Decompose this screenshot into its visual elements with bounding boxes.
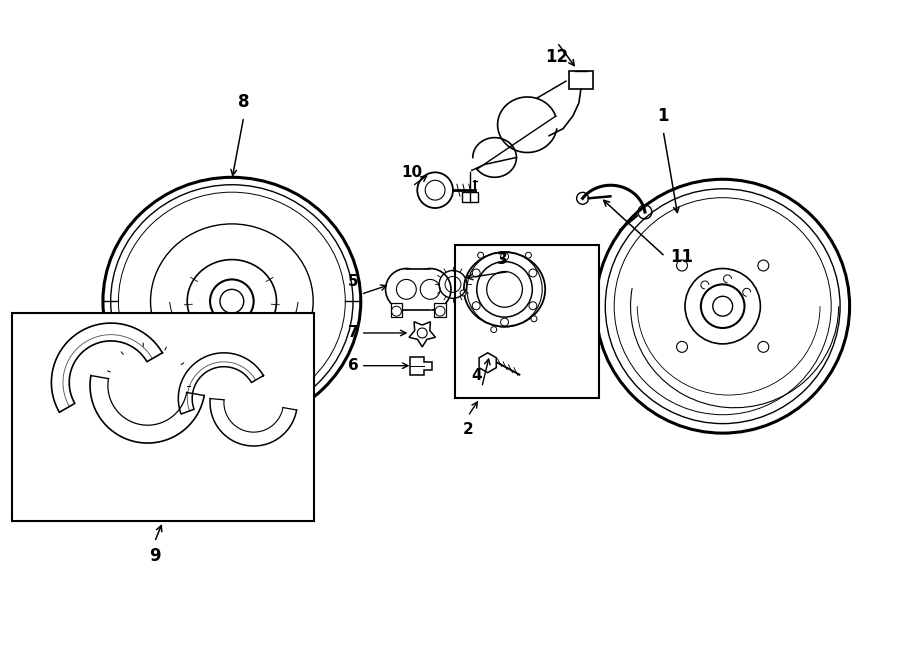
- Text: 6: 6: [348, 358, 359, 373]
- Circle shape: [460, 290, 466, 296]
- Bar: [462, 192, 478, 202]
- Bar: [391, 303, 402, 317]
- Circle shape: [491, 327, 497, 332]
- Text: 12: 12: [545, 48, 569, 66]
- Text: 4: 4: [471, 368, 482, 383]
- Bar: [455, 245, 598, 399]
- Text: 2: 2: [463, 422, 473, 437]
- Circle shape: [526, 253, 531, 258]
- Bar: [569, 71, 593, 89]
- Text: 9: 9: [148, 547, 160, 565]
- Text: 11: 11: [670, 248, 693, 266]
- Text: 10: 10: [401, 165, 423, 180]
- Circle shape: [531, 316, 537, 322]
- Bar: [12, 313, 314, 522]
- Text: 5: 5: [348, 274, 359, 290]
- Text: 3: 3: [497, 252, 508, 266]
- Circle shape: [478, 253, 483, 258]
- Text: 7: 7: [348, 325, 359, 340]
- Text: 1: 1: [657, 106, 669, 125]
- Text: 8: 8: [238, 93, 249, 111]
- Bar: [434, 303, 446, 317]
